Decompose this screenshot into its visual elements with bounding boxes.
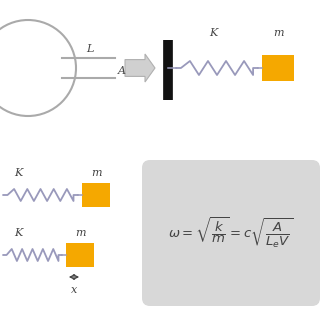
Text: x: x [71,285,77,295]
Polygon shape [125,54,155,82]
Text: L: L [86,44,94,54]
Text: m: m [273,28,283,38]
FancyBboxPatch shape [262,55,294,81]
Text: A: A [118,66,126,76]
Text: K: K [14,168,22,178]
FancyBboxPatch shape [66,243,94,267]
Text: $\omega = \sqrt{\dfrac{k}{m}} = c\sqrt{\dfrac{A}{L_e V}}$: $\omega = \sqrt{\dfrac{k}{m}} = c\sqrt{\… [169,216,293,250]
FancyBboxPatch shape [142,160,320,306]
Text: K: K [209,28,217,38]
Text: m: m [75,228,85,238]
Text: m: m [91,168,101,178]
FancyBboxPatch shape [82,183,110,207]
Text: K: K [14,228,22,238]
